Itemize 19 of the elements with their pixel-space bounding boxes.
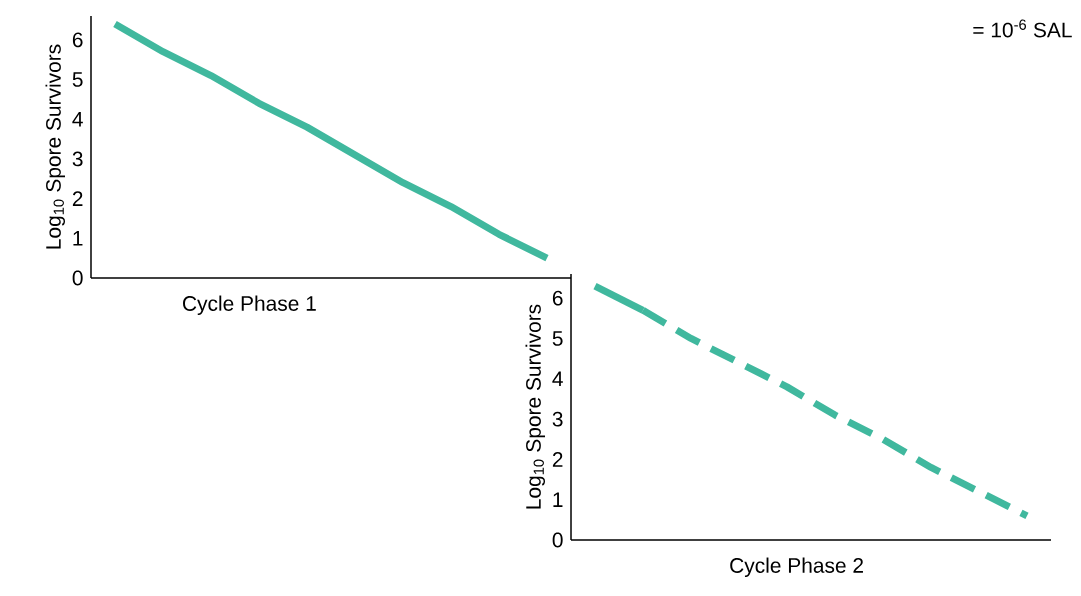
x-axis-title: Cycle Phase 1 — [183, 295, 316, 316]
y-tick-label: 1 — [553, 492, 563, 507]
y-tick-label: 3 — [72, 151, 83, 167]
y-tick-label: 0 — [72, 270, 83, 286]
y-tick-label: 2 — [552, 452, 563, 467]
y-tick-label: 4 — [552, 371, 563, 386]
y-tick-label: 0 — [552, 532, 563, 548]
y-tick-label: 2 — [72, 191, 83, 206]
y-tick-label: 3 — [552, 411, 563, 427]
y-tick-label: 6 — [552, 290, 563, 306]
y-axis-title: Log$_{10}$ Spore Survivors — [525, 304, 546, 509]
y-tick-label: 5 — [552, 331, 563, 346]
text: = 10$^{-6}$ SAL — [973, 19, 1072, 38]
x-axis-title: Cycle Phase 2 — [730, 557, 863, 578]
y-tick-label: 4 — [72, 112, 83, 127]
y-axis-title: Log$_{10}$ Spore Survivors — [45, 44, 66, 249]
y-tick-label: 1 — [73, 231, 83, 246]
y-tick-label: 6 — [72, 32, 83, 48]
y-tick-label: 5 — [72, 72, 83, 87]
